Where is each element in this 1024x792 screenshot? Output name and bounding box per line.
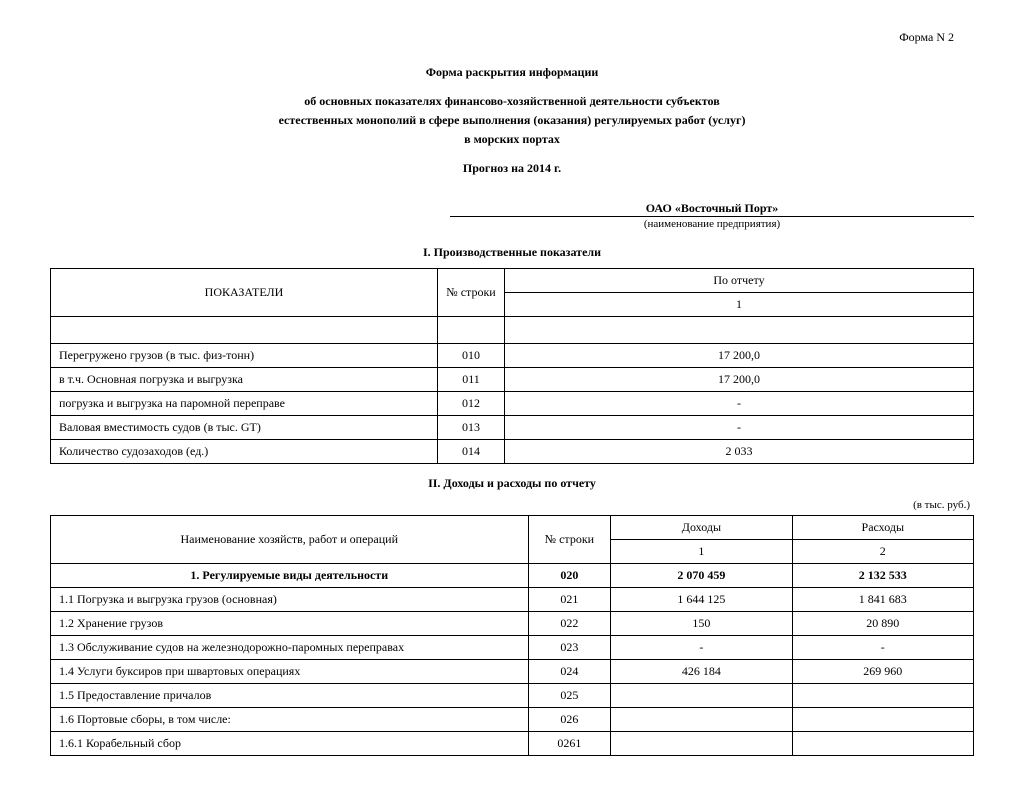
cell-income: 1 644 125 [611,588,792,612]
cell-name: 1.6 Портовые сборы, в том числе: [51,708,529,732]
cell-value: 2 033 [505,440,974,464]
cell-expense [792,684,973,708]
table-row: Валовая вместимость судов (в тыс. GT)013… [51,416,974,440]
cell-income: 150 [611,612,792,636]
forecast-line: Прогноз на 2014 г. [50,161,974,176]
cell-name: погрузка и выгрузка на паромной переправ… [51,392,438,416]
th2-line: № строки [528,516,611,564]
th-line: № строки [438,269,505,317]
cell-expense: 20 890 [792,612,973,636]
th2-col1: 1 [611,540,792,564]
cell-line: 011 [438,368,505,392]
th-col1: 1 [505,293,974,317]
table-row: 1.1 Погрузка и выгрузка грузов (основная… [51,588,974,612]
section1-title: I. Производственные показатели [50,245,974,260]
cell-name: 1.1 Погрузка и выгрузка грузов (основная… [51,588,529,612]
cell-income: 426 184 [611,660,792,684]
th2-expense: Расходы [792,516,973,540]
table-row: 1.4 Услуги буксиров при швартовых операц… [51,660,974,684]
cell-line: 020 [528,564,611,588]
th-indicator: ПОКАЗАТЕЛИ [51,269,438,317]
table-row: 1. Регулируемые виды деятельности0202 07… [51,564,974,588]
table-row: 1.3 Обслуживание судов на железнодорожно… [51,636,974,660]
th2-col2: 2 [792,540,973,564]
title-line-3: естественных монополий в сфере выполнени… [50,113,974,128]
cell-income: 2 070 459 [611,564,792,588]
title-line-4: в морских портах [50,132,974,147]
cell-name: 1.2 Хранение грузов [51,612,529,636]
cell-line: 022 [528,612,611,636]
section2-title: II. Доходы и расходы по отчету [50,476,974,491]
cell-expense: - [792,636,973,660]
cell-line: 010 [438,344,505,368]
cell-name: 1.6.1 Корабельный сбор [51,732,529,756]
cell-line: 025 [528,684,611,708]
table-row: 1.2 Хранение грузов02215020 890 [51,612,974,636]
cell-income [611,684,792,708]
cell-income [611,708,792,732]
table-row: погрузка и выгрузка на паромной переправ… [51,392,974,416]
th2-indicator: Наименование хозяйств, работ и операций [51,516,529,564]
table-production: ПОКАЗАТЕЛИ № строки По отчету 1 Перегруж… [50,268,974,464]
cell-value: - [505,392,974,416]
cell-name: в т.ч. Основная погрузка и выгрузка [51,368,438,392]
cell-income [611,732,792,756]
cell-value: 17 200,0 [505,368,974,392]
th-report: По отчету [505,269,974,293]
cell-line: 013 [438,416,505,440]
title-line-2: об основных показателях финансово-хозяйс… [50,94,974,109]
table1-empty-row [51,317,974,344]
table-row: Перегружено грузов (в тыс. физ-тонн)0101… [51,344,974,368]
cell-line: 0261 [528,732,611,756]
cell-name: 1.5 Предоставление причалов [51,684,529,708]
table1-header-row1: ПОКАЗАТЕЛИ № строки По отчету [51,269,974,293]
cell-expense [792,708,973,732]
company-label: (наименование предприятия) [450,216,974,230]
cell-line: 012 [438,392,505,416]
form-number: Форма N 2 [50,30,974,45]
cell-name: Валовая вместимость судов (в тыс. GT) [51,416,438,440]
th2-income: Доходы [611,516,792,540]
table2-header-row1: Наименование хозяйств, работ и операций … [51,516,974,540]
table-row: Количество судозаходов (ед.)0142 033 [51,440,974,464]
cell-line: 014 [438,440,505,464]
company-name: ОАО «Восточный Порт» [450,201,974,216]
cell-line: 021 [528,588,611,612]
table-row: 1.5 Предоставление причалов025 [51,684,974,708]
table-row: 1.6 Портовые сборы, в том числе:026 [51,708,974,732]
company-block: ОАО «Восточный Порт» (наименование предп… [50,201,974,230]
cell-name: 1.3 Обслуживание судов на железнодорожно… [51,636,529,660]
cell-name: Количество судозаходов (ед.) [51,440,438,464]
cell-name: 1.4 Услуги буксиров при швартовых операц… [51,660,529,684]
table-row: в т.ч. Основная погрузка и выгрузка01117… [51,368,974,392]
cell-value: - [505,416,974,440]
cell-expense: 269 960 [792,660,973,684]
cell-expense: 1 841 683 [792,588,973,612]
cell-line: 024 [528,660,611,684]
table-income-expense: Наименование хозяйств, работ и операций … [50,515,974,756]
cell-expense: 2 132 533 [792,564,973,588]
cell-expense [792,732,973,756]
cell-name: 1. Регулируемые виды деятельности [51,564,529,588]
cell-income: - [611,636,792,660]
cell-name: Перегружено грузов (в тыс. физ-тонн) [51,344,438,368]
cell-value: 17 200,0 [505,344,974,368]
cell-line: 026 [528,708,611,732]
units-note: (в тыс. руб.) [50,499,970,511]
title-line-1: Форма раскрытия информации [50,65,974,80]
table-row: 1.6.1 Корабельный сбор0261 [51,732,974,756]
cell-line: 023 [528,636,611,660]
